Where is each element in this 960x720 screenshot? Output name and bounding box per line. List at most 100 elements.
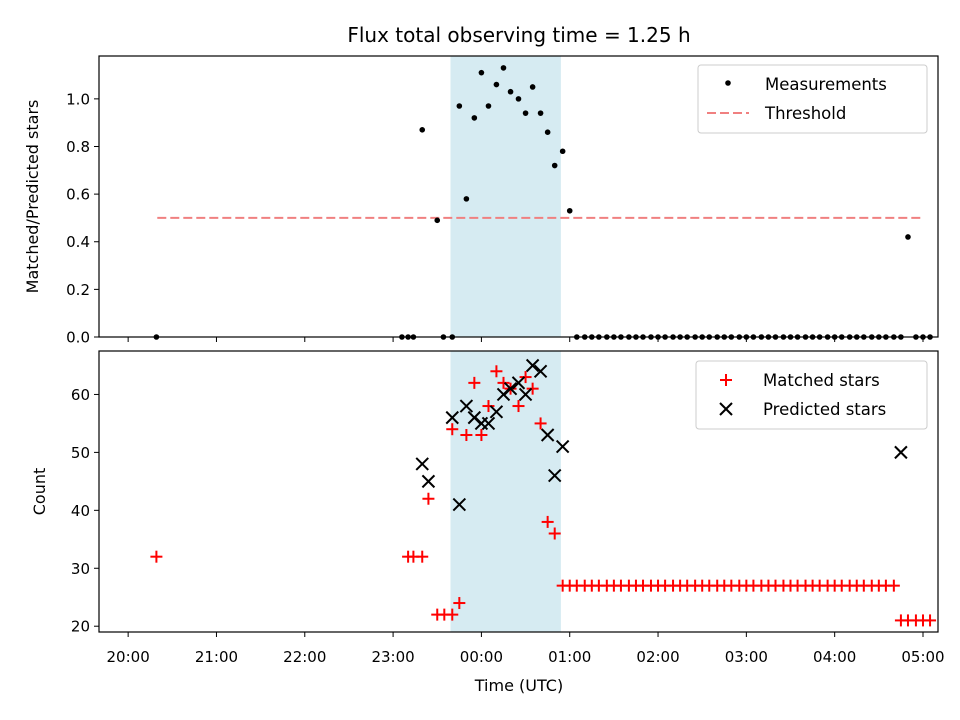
matched-star-point [490, 365, 503, 378]
matched-star-point [453, 597, 466, 610]
measurement-point [456, 103, 463, 109]
predicted-x-b [481, 416, 496, 431]
predicted-star-point [452, 497, 467, 512]
matched-star-point [512, 400, 525, 413]
legend-measurements-label: Measurements [765, 75, 887, 94]
matched-star-point [150, 550, 163, 563]
measurement-point [419, 127, 426, 133]
predicted-star-point [481, 416, 496, 431]
x-tick-label: 04:00 [813, 648, 856, 666]
top-y-tick-label: 0.2 [66, 281, 90, 299]
top-y-tick-label: 1.0 [66, 90, 90, 108]
predicted-x-b [894, 445, 908, 460]
measurement-point [537, 110, 544, 116]
predicted-stars-points [415, 358, 908, 512]
matched-star-point [468, 376, 481, 389]
predicted-x-b [489, 405, 504, 419]
x-tick-label: 20:00 [107, 648, 150, 666]
bottom-y-tick-label: 20 [71, 618, 90, 636]
predicted-x-b [445, 410, 459, 425]
measurement-point [544, 129, 551, 136]
predicted-star-point [459, 399, 474, 413]
predicted-x-b [518, 387, 533, 402]
top-y-tick-label: 0.0 [66, 329, 90, 347]
top-y-tick-label: 0.6 [66, 186, 90, 204]
x-tick-label: 02:00 [636, 648, 679, 666]
x-tick-label: 00:00 [460, 648, 503, 666]
predicted-x-b [459, 399, 474, 413]
predicted-x-b [548, 468, 562, 483]
top-observing-span [450, 56, 561, 337]
measurement-point [434, 217, 441, 224]
bottom-legend-box [695, 360, 928, 430]
measurement-point [471, 115, 478, 121]
x-tick-label: 23:00 [371, 648, 414, 666]
predicted-x-b [467, 410, 482, 425]
measurement-point [507, 88, 514, 95]
measurement-point [485, 103, 492, 109]
measurement-point [529, 84, 536, 90]
legend-matched-marker [720, 374, 732, 386]
top-y-axis-label: Matched/Predicted stars [23, 100, 42, 294]
measurement-point [463, 196, 470, 202]
predicted-star-point [415, 457, 429, 471]
measurement-point [515, 96, 522, 102]
measurement-point [478, 69, 485, 76]
x-tick-label: 05:00 [901, 648, 944, 666]
predicted-star-point [548, 468, 562, 483]
top-axes-frame [98, 55, 939, 338]
matched-star-point [460, 429, 473, 442]
bottom-y-tick-label: 40 [71, 502, 90, 520]
matched-star-point [497, 376, 510, 389]
matched-star-point [534, 417, 547, 430]
matched-star-point [887, 579, 900, 592]
predicted-x-b [421, 474, 436, 489]
x-tick-label: 22:00 [283, 648, 326, 666]
predicted-x-b [415, 457, 429, 471]
top-legend: Measurements Threshold [697, 64, 928, 134]
chart-title: Flux total observing time = 1.25 h [347, 23, 690, 47]
predicted-star-point [511, 376, 526, 390]
matched-star-point [526, 382, 539, 395]
predicted-star-point [555, 439, 570, 454]
matched-star-point [482, 400, 495, 413]
top-panel: 0.0 0.2 0.4 0.6 0.8 1.0 Matched/Predicted sta… [23, 55, 939, 347]
top-x-ticks [127, 337, 924, 342]
matched-star-point [422, 492, 435, 505]
legend-threshold-label: Threshold [764, 104, 846, 123]
measurement-point [500, 65, 507, 71]
predicted-x-b [555, 439, 570, 454]
predicted-star-point [489, 405, 504, 419]
legend-predicted-label: Predicted stars [763, 400, 886, 419]
predicted-star-point [445, 410, 459, 425]
top-y-tick-label: 0.8 [66, 138, 90, 156]
legend-predicted-marker [719, 402, 733, 416]
predicted-star-point [533, 364, 548, 378]
predicted-star-point [518, 387, 533, 402]
bottom-y-tick-label: 50 [71, 444, 90, 462]
bottom-legend: Matched stars Predicted stars [695, 360, 928, 430]
x-tick-label: 01:00 [548, 648, 591, 666]
top-legend-box [697, 64, 928, 134]
predicted-x-b [533, 364, 548, 378]
bottom-panel: 20 30 40 50 60 20:00 21:00 22:00 23:00 00:00 01:0… [30, 350, 945, 695]
predicted-x-b [503, 381, 518, 396]
measurement-point [905, 234, 911, 240]
x-tick-label: 21:00 [195, 648, 238, 666]
predicted-star-point [503, 381, 518, 396]
predicted-x-b [540, 428, 555, 442]
top-y-ticks: 0.0 0.2 0.4 0.6 0.8 1.0 [66, 90, 99, 347]
legend-measurements-marker [725, 80, 731, 86]
matched-star-point [548, 527, 561, 540]
measurement-point [566, 207, 573, 214]
x-tick-label: 03:00 [725, 648, 768, 666]
matched-star-point [541, 515, 554, 528]
matched-star-point [446, 608, 459, 621]
predicted-x-b [452, 497, 467, 512]
predicted-star-point [525, 358, 540, 373]
measurement-points [153, 65, 933, 340]
matched-star-point [416, 550, 429, 563]
predicted-x-b [525, 358, 540, 373]
bottom-y-tick-label: 30 [71, 560, 90, 578]
